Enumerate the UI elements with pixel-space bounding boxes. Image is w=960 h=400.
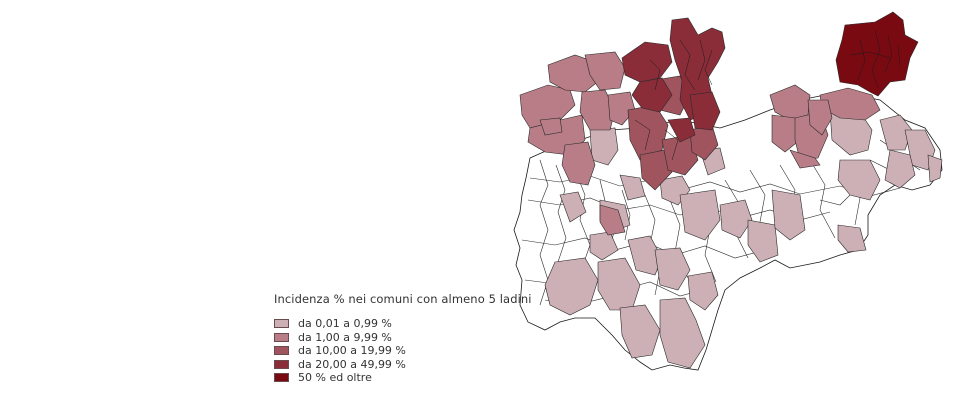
- legend-swatch: [274, 332, 289, 342]
- legend-item: da 10,00 a 19,99 %: [274, 344, 532, 357]
- legend-swatch: [274, 373, 289, 382]
- class-4-communes: [621, 17, 726, 143]
- legend-swatch: [274, 359, 289, 369]
- legend-swatch: [274, 319, 289, 328]
- legend-label: da 10,00 a 19,99 %: [298, 344, 406, 357]
- legend-label: da 1,00 a 9,99 %: [298, 330, 392, 344]
- legend-title: Incidenza % nei comuni con almeno 5 ladi…: [274, 292, 532, 306]
- legend-item: da 0,01 a 0,99 %: [274, 317, 532, 330]
- legend-swatch: [274, 346, 289, 355]
- legend-item: da 1,00 a 9,99 %: [274, 331, 532, 344]
- legend-label: 50 % ed oltre: [298, 371, 372, 384]
- cluster-boundaries: [634, 29, 901, 161]
- legend-label: da 20,00 a 49,99 %: [298, 357, 406, 371]
- legend-label: da 0,01 a 0,99 %: [298, 317, 392, 330]
- class-2-communes: [519, 51, 881, 236]
- class-1-communes: [544, 109, 943, 369]
- legend: Incidenza % nei comuni con almeno 5 ladi…: [274, 292, 532, 385]
- legend-item: da 20,00 a 49,99 %: [274, 358, 532, 371]
- legend-item: 50 % ed oltre: [274, 371, 532, 384]
